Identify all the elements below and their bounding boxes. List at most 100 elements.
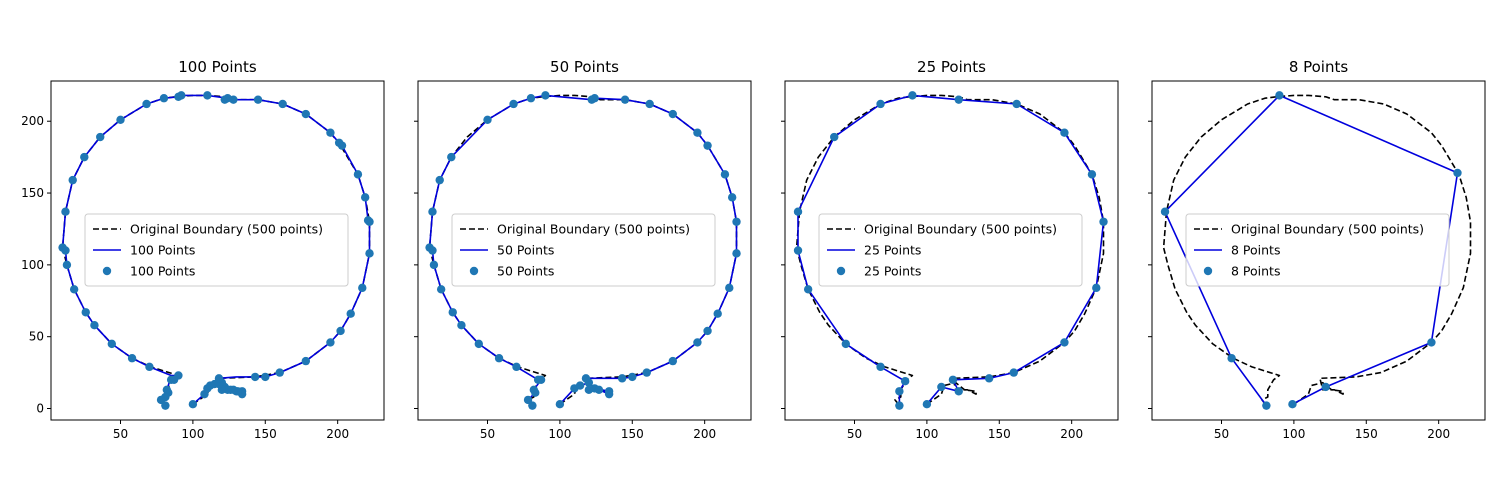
data-point — [528, 401, 537, 410]
data-point — [1092, 283, 1101, 293]
data-point — [360, 193, 370, 202]
data-point — [1262, 401, 1271, 410]
data-point — [275, 368, 284, 377]
legend-box — [84, 213, 349, 287]
data-point — [628, 372, 637, 382]
data-point — [1009, 368, 1018, 377]
data-point — [428, 207, 437, 216]
series-3-scatter — [58, 91, 374, 410]
data-point — [223, 94, 232, 103]
series-3-scatter — [793, 91, 1108, 410]
data-point — [575, 381, 585, 390]
data-point — [555, 399, 565, 409]
data-point — [1227, 354, 1236, 363]
x-tick-label: 150 — [1355, 427, 1378, 441]
chart-title: 100 Points — [178, 58, 257, 76]
data-point — [358, 283, 367, 293]
data-point — [250, 372, 260, 382]
legend-marker-swatch — [102, 266, 112, 276]
data-point — [900, 377, 910, 386]
data-point — [169, 375, 179, 384]
data-point — [793, 207, 803, 216]
data-point — [954, 95, 963, 104]
data-point — [895, 401, 904, 410]
data-point — [587, 95, 596, 104]
data-point — [594, 385, 604, 395]
data-point — [301, 109, 311, 119]
data-point — [68, 175, 77, 185]
data-point — [188, 399, 198, 409]
data-point — [830, 132, 839, 142]
data-point — [727, 193, 737, 202]
data-point — [363, 216, 373, 225]
legend-label: 25 Points — [864, 243, 921, 258]
data-point — [713, 309, 722, 318]
data-point — [127, 354, 137, 363]
legend-box — [818, 213, 1083, 287]
data-point — [1288, 399, 1297, 409]
data-point — [429, 260, 439, 270]
x-tick-label: 200 — [1427, 427, 1450, 441]
x-tick-label: 150 — [988, 427, 1011, 441]
data-point — [353, 170, 363, 179]
data-point — [142, 99, 151, 109]
legend-marker-swatch — [1203, 266, 1213, 276]
data-point — [61, 207, 70, 216]
legend: Original Boundary (500 points) 50 Points 5… — [451, 213, 716, 287]
data-point — [62, 260, 72, 270]
data-point — [346, 309, 355, 318]
data-point — [1160, 207, 1170, 216]
legend-marker-swatch — [836, 266, 846, 276]
data-point — [253, 95, 263, 104]
data-point — [483, 115, 492, 124]
data-point — [876, 99, 885, 109]
y-tick-label: 150 — [21, 186, 44, 200]
data-point — [668, 109, 678, 119]
legend: Original Boundary (500 points) 25 Points 2… — [818, 213, 1083, 287]
data-point — [732, 249, 741, 258]
data-point — [526, 94, 536, 103]
data-point — [145, 362, 154, 372]
axes-frame — [784, 80, 1119, 421]
data-point — [214, 374, 224, 383]
x-tick-label: 150 — [254, 427, 277, 441]
axes-frame — [50, 80, 385, 421]
data-point — [1012, 99, 1021, 109]
legend-marker-swatch — [469, 266, 479, 276]
data-point — [693, 338, 702, 347]
x-tick-label: 50 — [1214, 427, 1229, 441]
data-point — [174, 92, 183, 102]
data-point — [161, 401, 170, 410]
data-point — [604, 389, 614, 399]
data-point — [541, 91, 550, 100]
series-3-scatter — [1160, 91, 1462, 410]
legend-box — [1185, 213, 1450, 287]
legend-label: 25 Points — [864, 264, 921, 279]
x-tick-label: 200 — [1060, 427, 1083, 441]
approx-boundary-line — [1164, 94, 1459, 407]
y-tick-label: 100 — [21, 258, 44, 272]
y-tick-label: 200 — [21, 114, 44, 128]
series-3-scatter — [425, 91, 741, 410]
data-point — [512, 362, 521, 372]
data-point — [203, 91, 212, 100]
series-2-line — [1164, 94, 1459, 407]
data-point — [474, 339, 484, 349]
data-point — [69, 285, 79, 294]
data-point — [448, 308, 457, 317]
x-tick-label: 50 — [113, 427, 128, 441]
axes-frame — [417, 80, 752, 421]
data-point — [703, 141, 712, 150]
approx-boundary-line — [797, 94, 1105, 406]
x-tick-label: 100 — [548, 427, 571, 441]
legend: Original Boundary (500 points) 100 Points… — [84, 213, 349, 287]
data-point — [725, 283, 734, 293]
data-point — [1321, 382, 1330, 392]
legend-label: 100 Points — [130, 264, 195, 279]
x-tick-label: 50 — [847, 427, 862, 441]
y-tick-label: 0 — [36, 402, 44, 416]
data-point — [668, 356, 678, 366]
data-point — [1060, 338, 1069, 347]
